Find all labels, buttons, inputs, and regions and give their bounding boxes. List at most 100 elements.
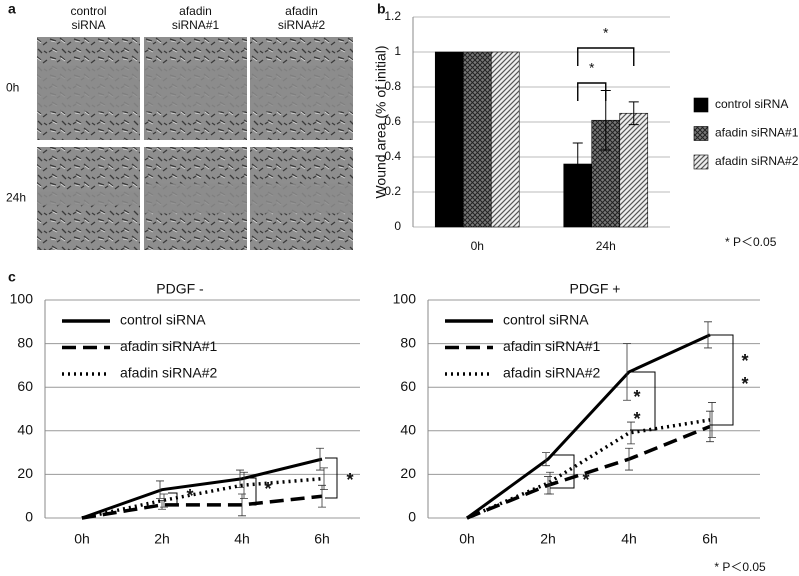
significance-star: *	[603, 25, 609, 41]
legend-label: control siRNA	[503, 312, 589, 328]
legend-label: afadin siRNA#2	[503, 365, 600, 381]
wound-gap	[37, 65, 140, 112]
error-bar	[156, 480, 164, 499]
note: * P＜0.05	[725, 235, 777, 249]
bar	[490, 51, 520, 228]
significance-bracket	[250, 477, 257, 506]
error-bar	[627, 421, 635, 445]
significance-bracket	[550, 454, 575, 489]
x-tick-label: 0h	[459, 531, 475, 547]
significance-star: *	[633, 387, 640, 407]
significance-star: *	[633, 409, 640, 429]
significance-bracket	[710, 334, 734, 426]
note: * P＜0.05	[714, 560, 766, 574]
y-tick-label: 1	[394, 44, 401, 58]
y-tick-label: 0.4	[384, 149, 401, 163]
y-tick-label: 80	[400, 334, 416, 350]
bar	[462, 51, 492, 228]
x-tick-label: 4h	[234, 531, 250, 547]
significance-bracket	[168, 492, 178, 506]
error-bar	[706, 410, 714, 443]
legend-label: afadin siRNA#2	[715, 154, 799, 168]
significance-star: *	[589, 60, 595, 76]
micrograph-grid	[37, 37, 353, 250]
y-tick-label: 0	[25, 509, 33, 525]
y-tick-label: 0.8	[384, 79, 401, 93]
error-bar	[625, 447, 633, 471]
wound-gap	[37, 191, 140, 206]
legend-swatch	[693, 126, 709, 141]
error-bar	[240, 471, 248, 499]
y-tick-label: 20	[400, 465, 416, 481]
error-bar	[160, 493, 168, 508]
legend-swatch	[693, 154, 709, 170]
legend-label: afadin siRNA#1	[503, 338, 600, 354]
column-label: control	[70, 4, 106, 18]
chart-title: PDGF -	[156, 281, 204, 297]
error-bar	[623, 343, 631, 401]
legend-label: control siRNA	[120, 312, 206, 328]
significance-bracket	[325, 457, 338, 499]
legend-label: afadin siRNA#2	[120, 365, 217, 381]
x-tick-label: 6h	[314, 531, 330, 547]
legend-label: afadin siRNA#1	[120, 338, 217, 354]
legend-swatch	[693, 97, 709, 113]
x-tick-label: 24h	[596, 239, 616, 253]
y-tick-label: 100	[10, 291, 34, 307]
significance-star: *	[741, 351, 748, 371]
y-tick-label: 80	[17, 334, 33, 350]
series-line	[466, 333, 711, 520]
wound-gap	[144, 65, 247, 112]
y-tick-label: 0.2	[384, 184, 401, 198]
y-tick-label: 0	[408, 509, 416, 525]
y-tick-label: 100	[393, 291, 417, 307]
series-line	[81, 457, 323, 520]
row-label: 24h	[6, 191, 26, 205]
error-bar	[572, 142, 583, 186]
error-bar	[238, 493, 246, 517]
bar	[434, 51, 464, 228]
error-bar	[704, 321, 712, 349]
y-tick-label: 40	[400, 422, 416, 438]
column-label: afadin	[179, 4, 212, 18]
error-bar	[236, 469, 244, 488]
significance-star: *	[346, 470, 353, 490]
legend-label: afadin siRNA#1	[715, 126, 799, 140]
column-label: siRNA	[71, 18, 105, 32]
significance-star: *	[741, 374, 748, 394]
panel-label: c	[8, 269, 16, 285]
bar	[619, 112, 649, 228]
significance-bracket	[630, 371, 656, 431]
x-tick-label: 2h	[154, 531, 170, 547]
significance-bracket	[577, 82, 607, 101]
legend-label: control siRNA	[715, 97, 788, 111]
error-bar	[542, 452, 550, 467]
y-tick-label: 0.6	[384, 114, 401, 128]
wound-gap	[250, 183, 353, 214]
column-label: afadin	[285, 4, 318, 18]
y-tick-label: 60	[17, 378, 33, 394]
y-tick-label: 1.2	[384, 9, 401, 23]
significance-bracket	[577, 47, 635, 66]
x-tick-label: 0h	[74, 531, 90, 547]
panel-label: b	[377, 1, 386, 17]
y-tick-label: 60	[400, 378, 416, 394]
error-bar	[316, 447, 324, 471]
panel-label: a	[8, 1, 16, 17]
error-bar	[320, 467, 328, 491]
x-tick-label: 6h	[702, 531, 718, 547]
error-bar	[708, 402, 716, 438]
x-tick-label: 0h	[471, 239, 484, 253]
x-tick-label: 2h	[540, 531, 556, 547]
y-axis-label: Wound area (% of initial)	[373, 45, 389, 198]
significance-star: *	[264, 479, 271, 499]
column-label: siRNA#2	[278, 18, 326, 32]
significance-star: *	[186, 486, 193, 506]
chart-title: PDGF +	[570, 281, 621, 297]
y-tick-label: 20	[17, 465, 33, 481]
wound-gap	[250, 65, 353, 112]
error-bar	[318, 484, 326, 508]
wound-gap	[144, 183, 247, 214]
